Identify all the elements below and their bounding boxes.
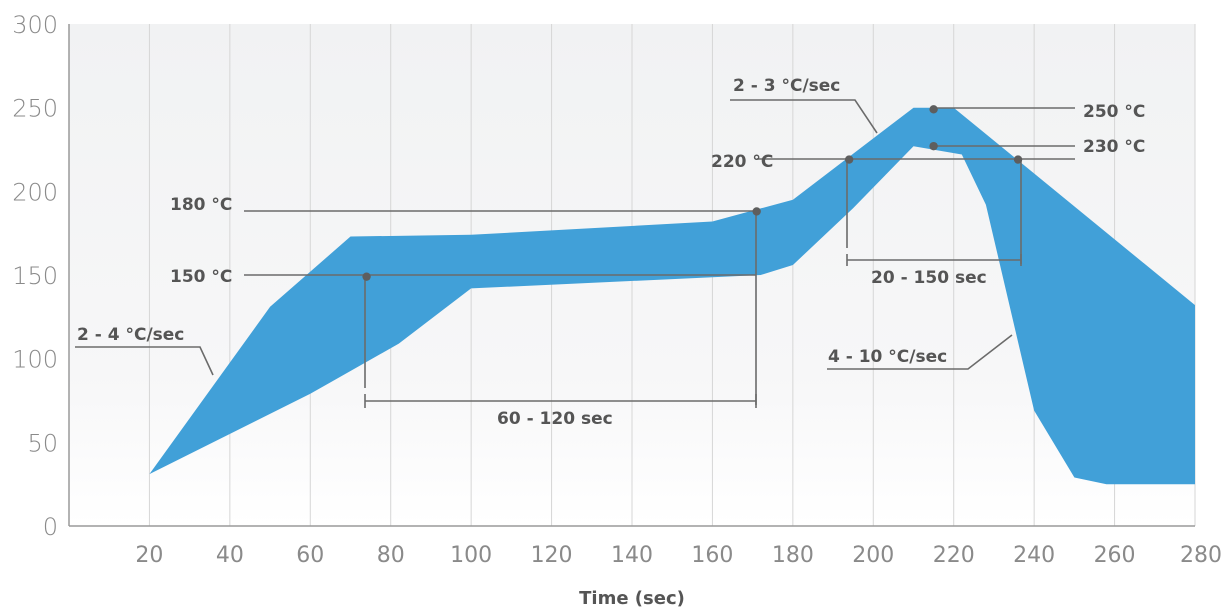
x-tick-labels: 20 40 60 80 100 120 140 160 180 200 220 240 260 280 (135, 543, 1222, 568)
x-tick-140: 140 (611, 543, 653, 568)
annotation-180c: 180 °C (170, 195, 232, 215)
y-tick-250: 250 (12, 95, 58, 123)
marker-point-1 (362, 272, 371, 281)
axes (68, 24, 1195, 527)
annotation-ramp2: 2 - 3 °C/sec (733, 76, 840, 96)
marker-point-4 (1013, 155, 1023, 164)
annotation-230c: 230 °C (1083, 137, 1145, 157)
annotation-ramp1: 2 - 4 °C/sec (77, 325, 184, 345)
x-tick-80: 80 (377, 543, 405, 568)
annotation-250c: 250 °C (1083, 102, 1145, 122)
x-tick-180: 180 (772, 543, 814, 568)
y-tick-labels: 0 50 100 150 200 250 300 (12, 11, 58, 541)
y-tick-200: 200 (12, 178, 58, 206)
annotation-cooling: 4 - 10 °C/sec (828, 347, 947, 367)
x-tick-120: 120 (531, 543, 573, 568)
marker-point-2 (752, 207, 761, 216)
marker-points (362, 105, 1023, 281)
x-tick-260: 260 (1094, 543, 1136, 568)
x-tick-40: 40 (216, 543, 244, 568)
x-tick-200: 200 (852, 543, 894, 568)
annotation-soak-time: 60 - 120 sec (497, 409, 613, 429)
x-axis-label: Time (sec) (579, 588, 685, 609)
x-tick-160: 160 (691, 543, 733, 568)
marker-point-5 (929, 105, 938, 114)
x-tick-240: 240 (1013, 543, 1055, 568)
annotation-reflow-time: 20 - 150 sec (871, 268, 987, 288)
x-tick-60: 60 (296, 543, 324, 568)
annotation-leaders (75, 99, 1075, 408)
x-tick-100: 100 (450, 543, 492, 568)
marker-point-3 (844, 155, 854, 164)
annotation-220c: 220 °C (711, 152, 773, 172)
x-tick-220: 220 (933, 543, 975, 568)
y-tick-50: 50 (27, 429, 58, 457)
grid-lines (148, 24, 1196, 526)
y-tick-0: 0 (43, 513, 58, 541)
x-tick-20: 20 (135, 543, 163, 568)
x-tick-280: 280 (1180, 543, 1222, 568)
y-tick-100: 100 (12, 346, 58, 374)
annotation-150c: 150 °C (170, 267, 232, 287)
marker-point-6 (929, 141, 938, 151)
y-tick-300: 300 (12, 11, 58, 39)
y-tick-150: 150 (12, 262, 58, 290)
temperature-band (69, 107, 1195, 485)
